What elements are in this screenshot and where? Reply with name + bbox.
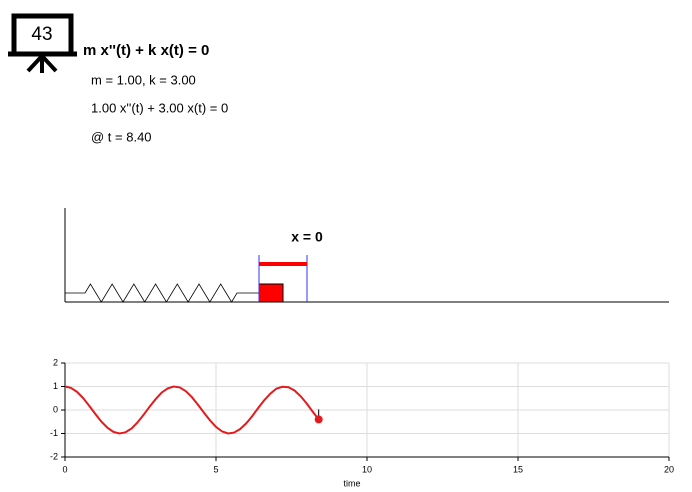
y-tick-label: -2 [50,451,58,461]
spring [65,283,259,303]
series-line [64,385,320,435]
x-tick-label: 15 [513,464,523,474]
params: m = 1.00, k = 3.00 [91,72,196,87]
x-tick-label: 5 [213,464,218,474]
current-point [314,415,323,424]
equation: m x''(t) + k x(t) = 0 [83,42,209,59]
icon-leg [40,54,58,73]
x-tick-label: 10 [362,464,372,474]
equation-numeric: 1.00 x''(t) + 3.00 x(t) = 0 [91,100,228,115]
icon-leg [26,54,44,73]
x-tick-label: 0 [62,464,67,474]
simulation: x = 0 [64,208,669,303]
icon-label: 43 [31,24,52,45]
x-tick-label: 20 [664,464,674,474]
y-tick-label: 2 [53,357,58,367]
x-axis-label: time [343,478,360,488]
y-tick-label: -1 [50,428,58,438]
time-label: @ t = 8.40 [91,129,152,144]
icon: 43 [8,13,77,73]
y-tick-label: 1 [53,381,58,391]
y-tick-label: 0 [53,404,58,414]
mass [258,283,284,303]
equilibrium-label: x = 0 [291,229,323,245]
